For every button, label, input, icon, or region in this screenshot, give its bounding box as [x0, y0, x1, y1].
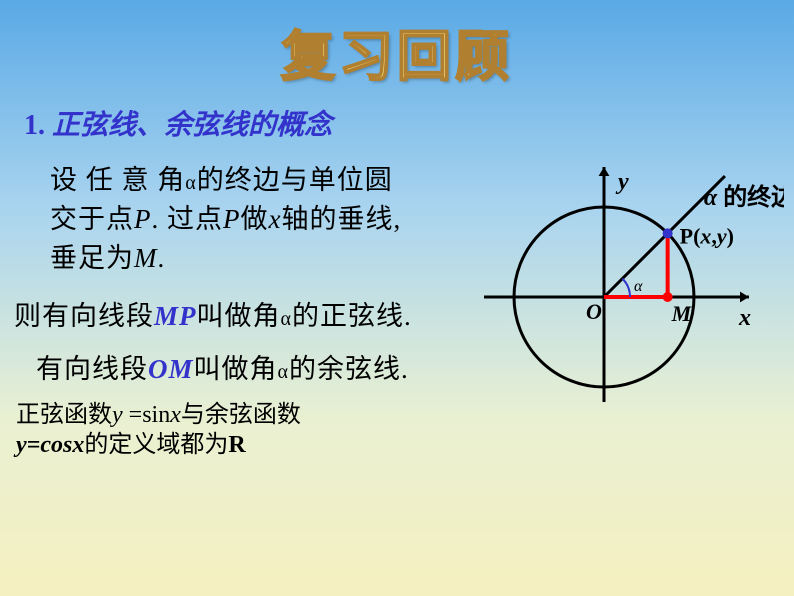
bottom-lines: 正弦函数y =sinx与余弦函数 y=cosx的定义域都为R	[16, 400, 794, 460]
mp-seg: MP	[154, 301, 197, 331]
mp-c: 的正弦线.	[292, 301, 412, 331]
p1-f: .	[158, 243, 166, 273]
b2-y: y=	[16, 432, 40, 458]
angle-arc	[622, 279, 630, 297]
b1-a: 正弦函数	[16, 402, 112, 428]
p1-M: M	[134, 243, 158, 273]
b1-eq: =sin	[123, 402, 171, 428]
b2-cos: cosx	[40, 432, 84, 458]
p1-c: . 过点	[152, 204, 224, 234]
p1-x: x	[269, 204, 282, 234]
om-seg: OM	[148, 354, 194, 384]
alpha-label: α	[634, 278, 643, 295]
subtitle: 1. 正弦线、余弦线的概念	[24, 103, 794, 143]
x-axis-label: x	[738, 305, 751, 331]
mp-alpha: α	[281, 308, 292, 330]
bottom-line-2: y=cosx的定义域都为R	[16, 430, 794, 460]
p-label: P(x,y)	[680, 223, 734, 248]
b2-b: 的定义域都为	[84, 432, 228, 458]
p1-P2: P	[223, 204, 241, 234]
origin-label: O	[586, 299, 602, 324]
om-c: 的余弦线.	[289, 354, 409, 384]
subtitle-text: 正弦线、余弦线的概念	[52, 110, 332, 141]
p1-d: 做	[241, 204, 269, 234]
b1-x: x	[170, 402, 181, 428]
p1-alpha: α	[185, 172, 196, 194]
definition-paragraph: 设 任 意 角α的终边与单位圆交于点P. 过点P做x轴的垂线, 垂足为M.	[50, 161, 420, 278]
p1-P: P	[134, 204, 152, 234]
page-title: 复习回顾	[0, 0, 794, 91]
b1-y: y	[112, 402, 123, 428]
om-b: 叫做角	[194, 354, 278, 384]
om-a: 有向线段	[36, 354, 148, 384]
terminal-label: α 的终边	[704, 183, 784, 211]
mp-b: 叫做角	[197, 301, 281, 331]
unit-circle-diagram: y x O Mα α 的终边 P(x,y)	[444, 142, 784, 402]
point-p	[663, 228, 673, 238]
p1-a: 设 任 意 角	[50, 165, 185, 195]
mp-a: 则有向线段	[14, 301, 154, 331]
subtitle-number: 1.	[24, 110, 45, 141]
om-alpha: α	[278, 361, 289, 383]
b1-b: 与余弦函数	[181, 402, 301, 428]
b2-R: R	[228, 432, 245, 458]
bottom-line-1: 正弦函数y =sinx与余弦函数	[16, 400, 794, 430]
m-label: M	[671, 301, 693, 326]
y-axis-label: y	[615, 169, 629, 195]
